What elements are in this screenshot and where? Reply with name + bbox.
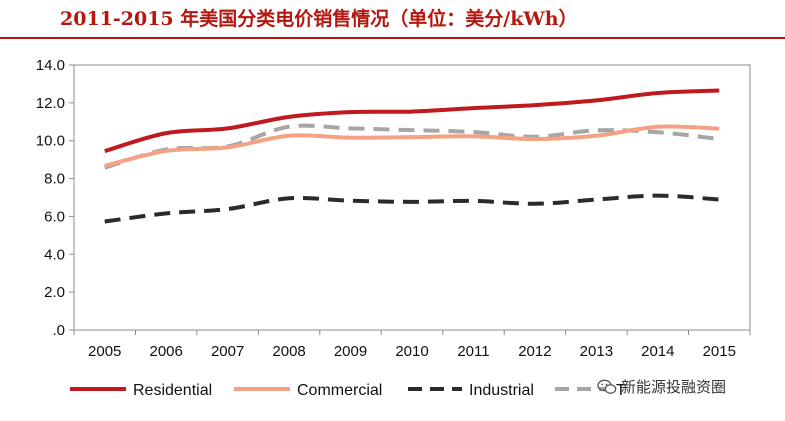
x-tick-label: 2015 [703, 343, 736, 360]
x-tick-label: 2011 [457, 343, 489, 360]
y-tick-label: 2.0 [44, 284, 65, 301]
chart-legend: Residential Commercial Industrial T [70, 382, 626, 399]
x-tick-label: 2013 [580, 343, 613, 360]
x-tick-label: 2014 [641, 343, 674, 360]
x-tick-label: 2008 [272, 343, 305, 360]
y-tick-label: 6.0 [44, 208, 65, 225]
x-tick-label: 2009 [334, 343, 367, 360]
watermark: 新能源投融资圈 [597, 376, 726, 397]
series-line-commercial [104, 124, 720, 168]
line-chart: .0 2.0 4.0 6.0 8.0 10.0 12.0 14.0 2005 2006 2007 20… [36, 57, 751, 399]
y-tick-label: 8.0 [44, 171, 65, 188]
plot-area-border [73, 64, 751, 331]
y-tick-label: 4.0 [44, 246, 65, 263]
wechat-icon [597, 379, 617, 394]
x-tick-label: 2010 [395, 343, 428, 360]
series-layer [104, 88, 720, 224]
chart-title: 2011-2015 年美国分类电价销售情况（单位：美分/kWh） [60, 8, 578, 30]
watermark-text: 新能源投融资圈 [621, 378, 727, 396]
x-tick-label: 2005 [88, 343, 121, 360]
chart-axes: .0 2.0 4.0 6.0 8.0 10.0 12.0 14.0 2005 2006 2007 20… [36, 57, 751, 360]
series-line-residential [104, 88, 720, 154]
title-divider [0, 37, 785, 39]
legend-label: Residential [133, 382, 212, 399]
y-tick-label: 12.0 [36, 95, 65, 112]
legend-label: Industrial [469, 382, 534, 399]
x-tick-label: 2006 [149, 343, 182, 360]
x-tick-label: 2007 [211, 343, 244, 360]
legend-label: Commercial [297, 382, 382, 399]
y-tick-label: 10.0 [36, 133, 65, 150]
y-tick-label: .0 [52, 322, 65, 339]
series-line-industrial [104, 193, 720, 224]
y-tick-label: 14.0 [36, 57, 65, 74]
legend-label: T [616, 382, 626, 399]
x-tick-label: 2012 [518, 343, 551, 360]
